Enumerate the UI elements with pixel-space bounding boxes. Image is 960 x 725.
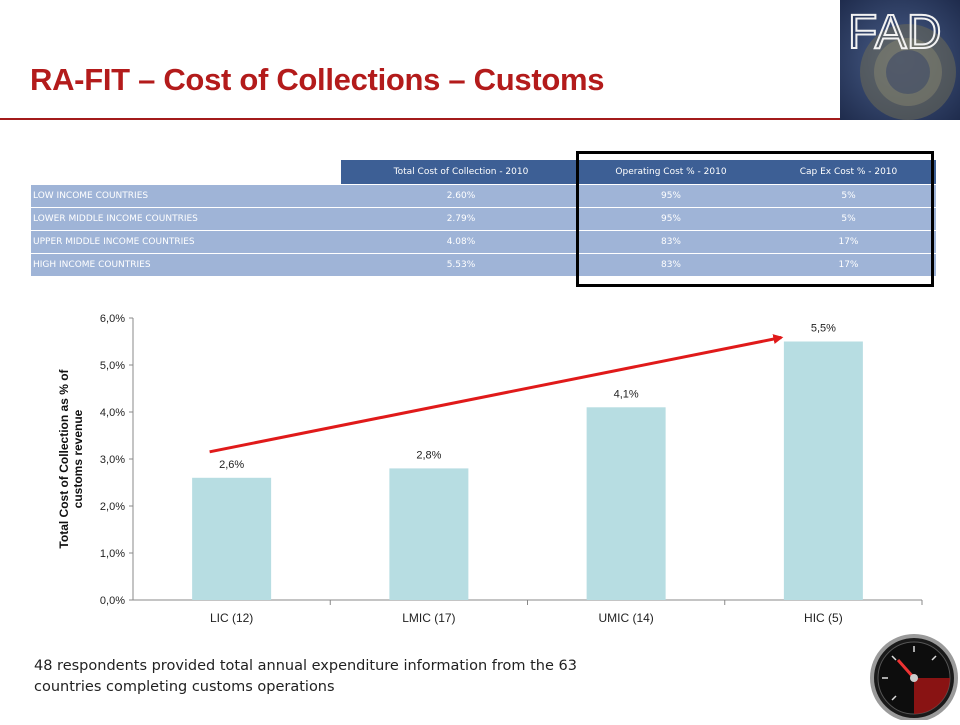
table-cell: 17%: [761, 253, 936, 276]
table-row: HIGH INCOME COUNTRIES 5.53% 83% 17%: [31, 253, 936, 276]
title-rule: [0, 118, 840, 120]
y-tick-label: 1,0%: [100, 548, 125, 560]
table-header-operating-cost: Operating Cost % - 2010: [581, 160, 761, 185]
footnote-line-1: 48 respondents provided total annual exp…: [34, 658, 577, 674]
data-label: 5,5%: [811, 323, 836, 335]
footnote-line-2: countries completing customs operations: [34, 679, 335, 695]
table-cell: 17%: [761, 230, 936, 254]
cost-table: Total Cost of Collection - 2010 Operatin…: [31, 160, 936, 276]
table-cell: LOW INCOME COUNTRIES: [31, 184, 341, 208]
y-axis-title: Total Cost of Collection as % ofcustoms …: [57, 368, 85, 548]
table-row: UPPER MIDDLE INCOME COUNTRIES 4.08% 83% …: [31, 230, 936, 254]
data-label: 2,6%: [219, 459, 244, 471]
table-cell: 5.53%: [341, 253, 581, 276]
x-tick-label: HIC (5): [804, 611, 843, 625]
table-row: LOWER MIDDLE INCOME COUNTRIES 2.79% 95% …: [31, 207, 936, 231]
table-row: LOW INCOME COUNTRIES 2.60% 95% 5%: [31, 184, 936, 208]
x-tick-label: LMIC (17): [402, 611, 455, 625]
table-cell: 2.79%: [341, 207, 581, 231]
bar: [192, 477, 272, 600]
table-header-capex-cost: Cap Ex Cost % - 2010: [761, 160, 936, 185]
x-tick-label: UMIC (14): [598, 611, 653, 625]
y-tick-label: 3,0%: [100, 454, 125, 466]
table-cell: 5%: [761, 207, 936, 231]
y-tick-label: 6,0%: [100, 313, 125, 325]
cost-bar-chart: 0,0% 1,0% 2,0% 3,0% 4,0% 5,0% 6,0% 2,6% 2,8% 4,1…: [57, 313, 923, 625]
table-cell: 83%: [581, 230, 761, 254]
table-cell: 2.60%: [341, 184, 581, 208]
table-cell: 95%: [581, 207, 761, 231]
logo-text: FAD: [848, 6, 941, 59]
bar: [586, 407, 666, 600]
data-label: 2,8%: [416, 449, 441, 461]
y-tick-label: 4,0%: [100, 407, 125, 419]
data-label: 4,1%: [614, 388, 639, 400]
x-tick-label: LIC (12): [210, 611, 253, 625]
table-cell: 95%: [581, 184, 761, 208]
y-tick-label: 5,0%: [100, 360, 125, 372]
table-cell: 83%: [581, 253, 761, 276]
bar: [389, 468, 469, 600]
table-header-row: Total Cost of Collection - 2010 Operatin…: [31, 160, 936, 185]
speedometer-icon: [862, 622, 960, 722]
slide-title: RA-FIT – Cost of Collections – Customs: [30, 62, 605, 97]
table-cell: HIGH INCOME COUNTRIES: [31, 253, 341, 276]
y-tick-label: 0,0%: [100, 595, 125, 607]
trend-arrow: [209, 334, 784, 454]
table-header-total-cost: Total Cost of Collection - 2010: [341, 160, 581, 185]
bar: [783, 341, 863, 600]
table-header-blank: [31, 160, 341, 185]
y-tick-label: 2,0%: [100, 501, 125, 513]
table-cell: UPPER MIDDLE INCOME COUNTRIES: [31, 230, 341, 254]
highlight-box: [576, 151, 934, 287]
footnote: 48 respondents provided total annual exp…: [34, 656, 577, 698]
fad-logo: FAD: [840, 0, 960, 120]
table-cell: 4.08%: [341, 230, 581, 254]
table-cell: LOWER MIDDLE INCOME COUNTRIES: [31, 207, 341, 231]
table-cell: 5%: [761, 184, 936, 208]
